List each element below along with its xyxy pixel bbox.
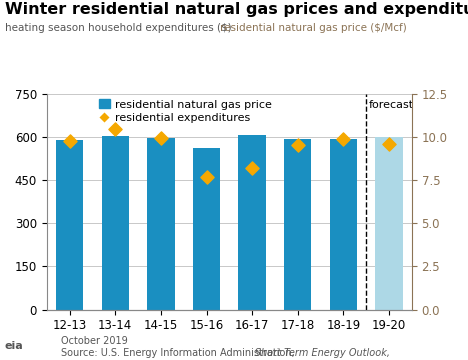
Text: Source: U.S. Energy Information Administration,: Source: U.S. Energy Information Administ… bbox=[61, 348, 298, 358]
Legend: residential natural gas price, residential expenditures: residential natural gas price, residenti… bbox=[99, 99, 272, 123]
Bar bbox=[330, 139, 357, 310]
Bar bbox=[193, 148, 220, 310]
Bar bbox=[147, 138, 175, 310]
Point bbox=[249, 165, 256, 171]
Text: heating season household expenditures ($): heating season household expenditures ($… bbox=[5, 23, 231, 33]
Text: eia: eia bbox=[5, 341, 23, 351]
Text: Winter residential natural gas prices and expenditures: Winter residential natural gas prices an… bbox=[5, 2, 468, 17]
Bar bbox=[102, 136, 129, 310]
Point bbox=[203, 175, 210, 180]
Bar bbox=[375, 137, 402, 310]
Point bbox=[66, 138, 73, 144]
Bar bbox=[56, 140, 83, 310]
Bar bbox=[284, 139, 312, 310]
Point bbox=[340, 136, 347, 141]
Text: October 2019: October 2019 bbox=[61, 336, 128, 346]
Point bbox=[111, 126, 119, 132]
Text: residential natural gas price ($/Mcf): residential natural gas price ($/Mcf) bbox=[220, 23, 407, 33]
Text: Short Term Energy Outlook,: Short Term Energy Outlook, bbox=[61, 348, 390, 358]
Point bbox=[294, 142, 301, 148]
Bar bbox=[239, 135, 266, 310]
Point bbox=[157, 135, 165, 140]
Text: forecast: forecast bbox=[368, 100, 414, 110]
Point bbox=[385, 141, 393, 147]
